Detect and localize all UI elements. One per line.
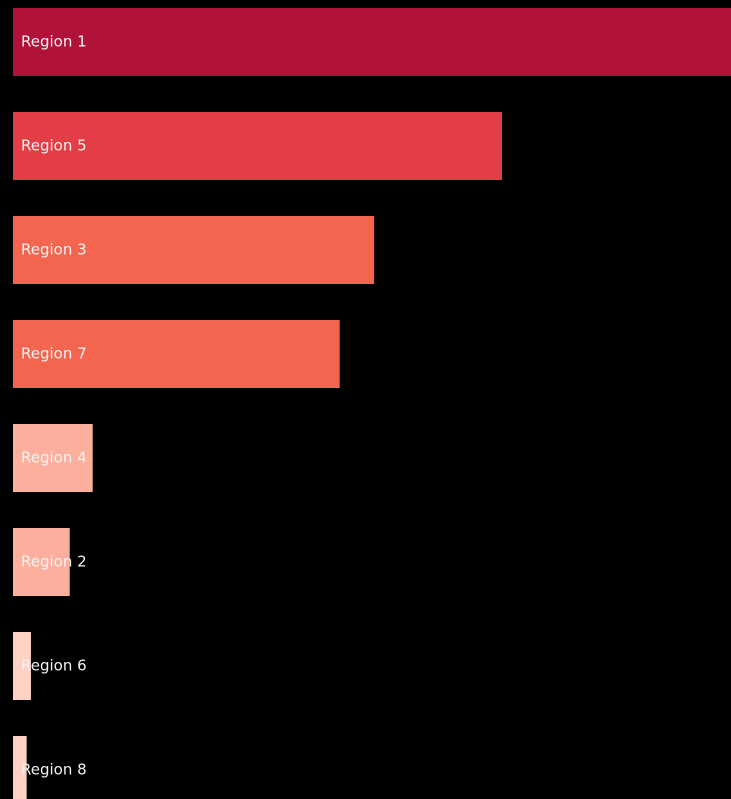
bar-label-region-6: Region 6 xyxy=(21,657,87,675)
bar-label-region-4: Region 4 xyxy=(21,449,87,467)
bar-region-5 xyxy=(13,112,502,180)
bar-region-7 xyxy=(13,320,340,388)
bar-label-region-1: Region 1 xyxy=(21,33,87,51)
bar-label-region-8: Region 8 xyxy=(21,761,87,779)
bar-region-6 xyxy=(13,632,31,700)
bar-region-1 xyxy=(13,8,731,76)
bar-label-region-7: Region 7 xyxy=(21,345,87,363)
bar-label-region-3: Region 3 xyxy=(21,241,87,259)
bar-label-region-5: Region 5 xyxy=(21,137,87,155)
bar-region-8 xyxy=(13,736,27,799)
bar-region-3 xyxy=(13,216,375,284)
bar-region-2 xyxy=(13,528,70,596)
bar-region-4 xyxy=(13,424,93,492)
bar-label-region-2: Region 2 xyxy=(21,553,87,571)
